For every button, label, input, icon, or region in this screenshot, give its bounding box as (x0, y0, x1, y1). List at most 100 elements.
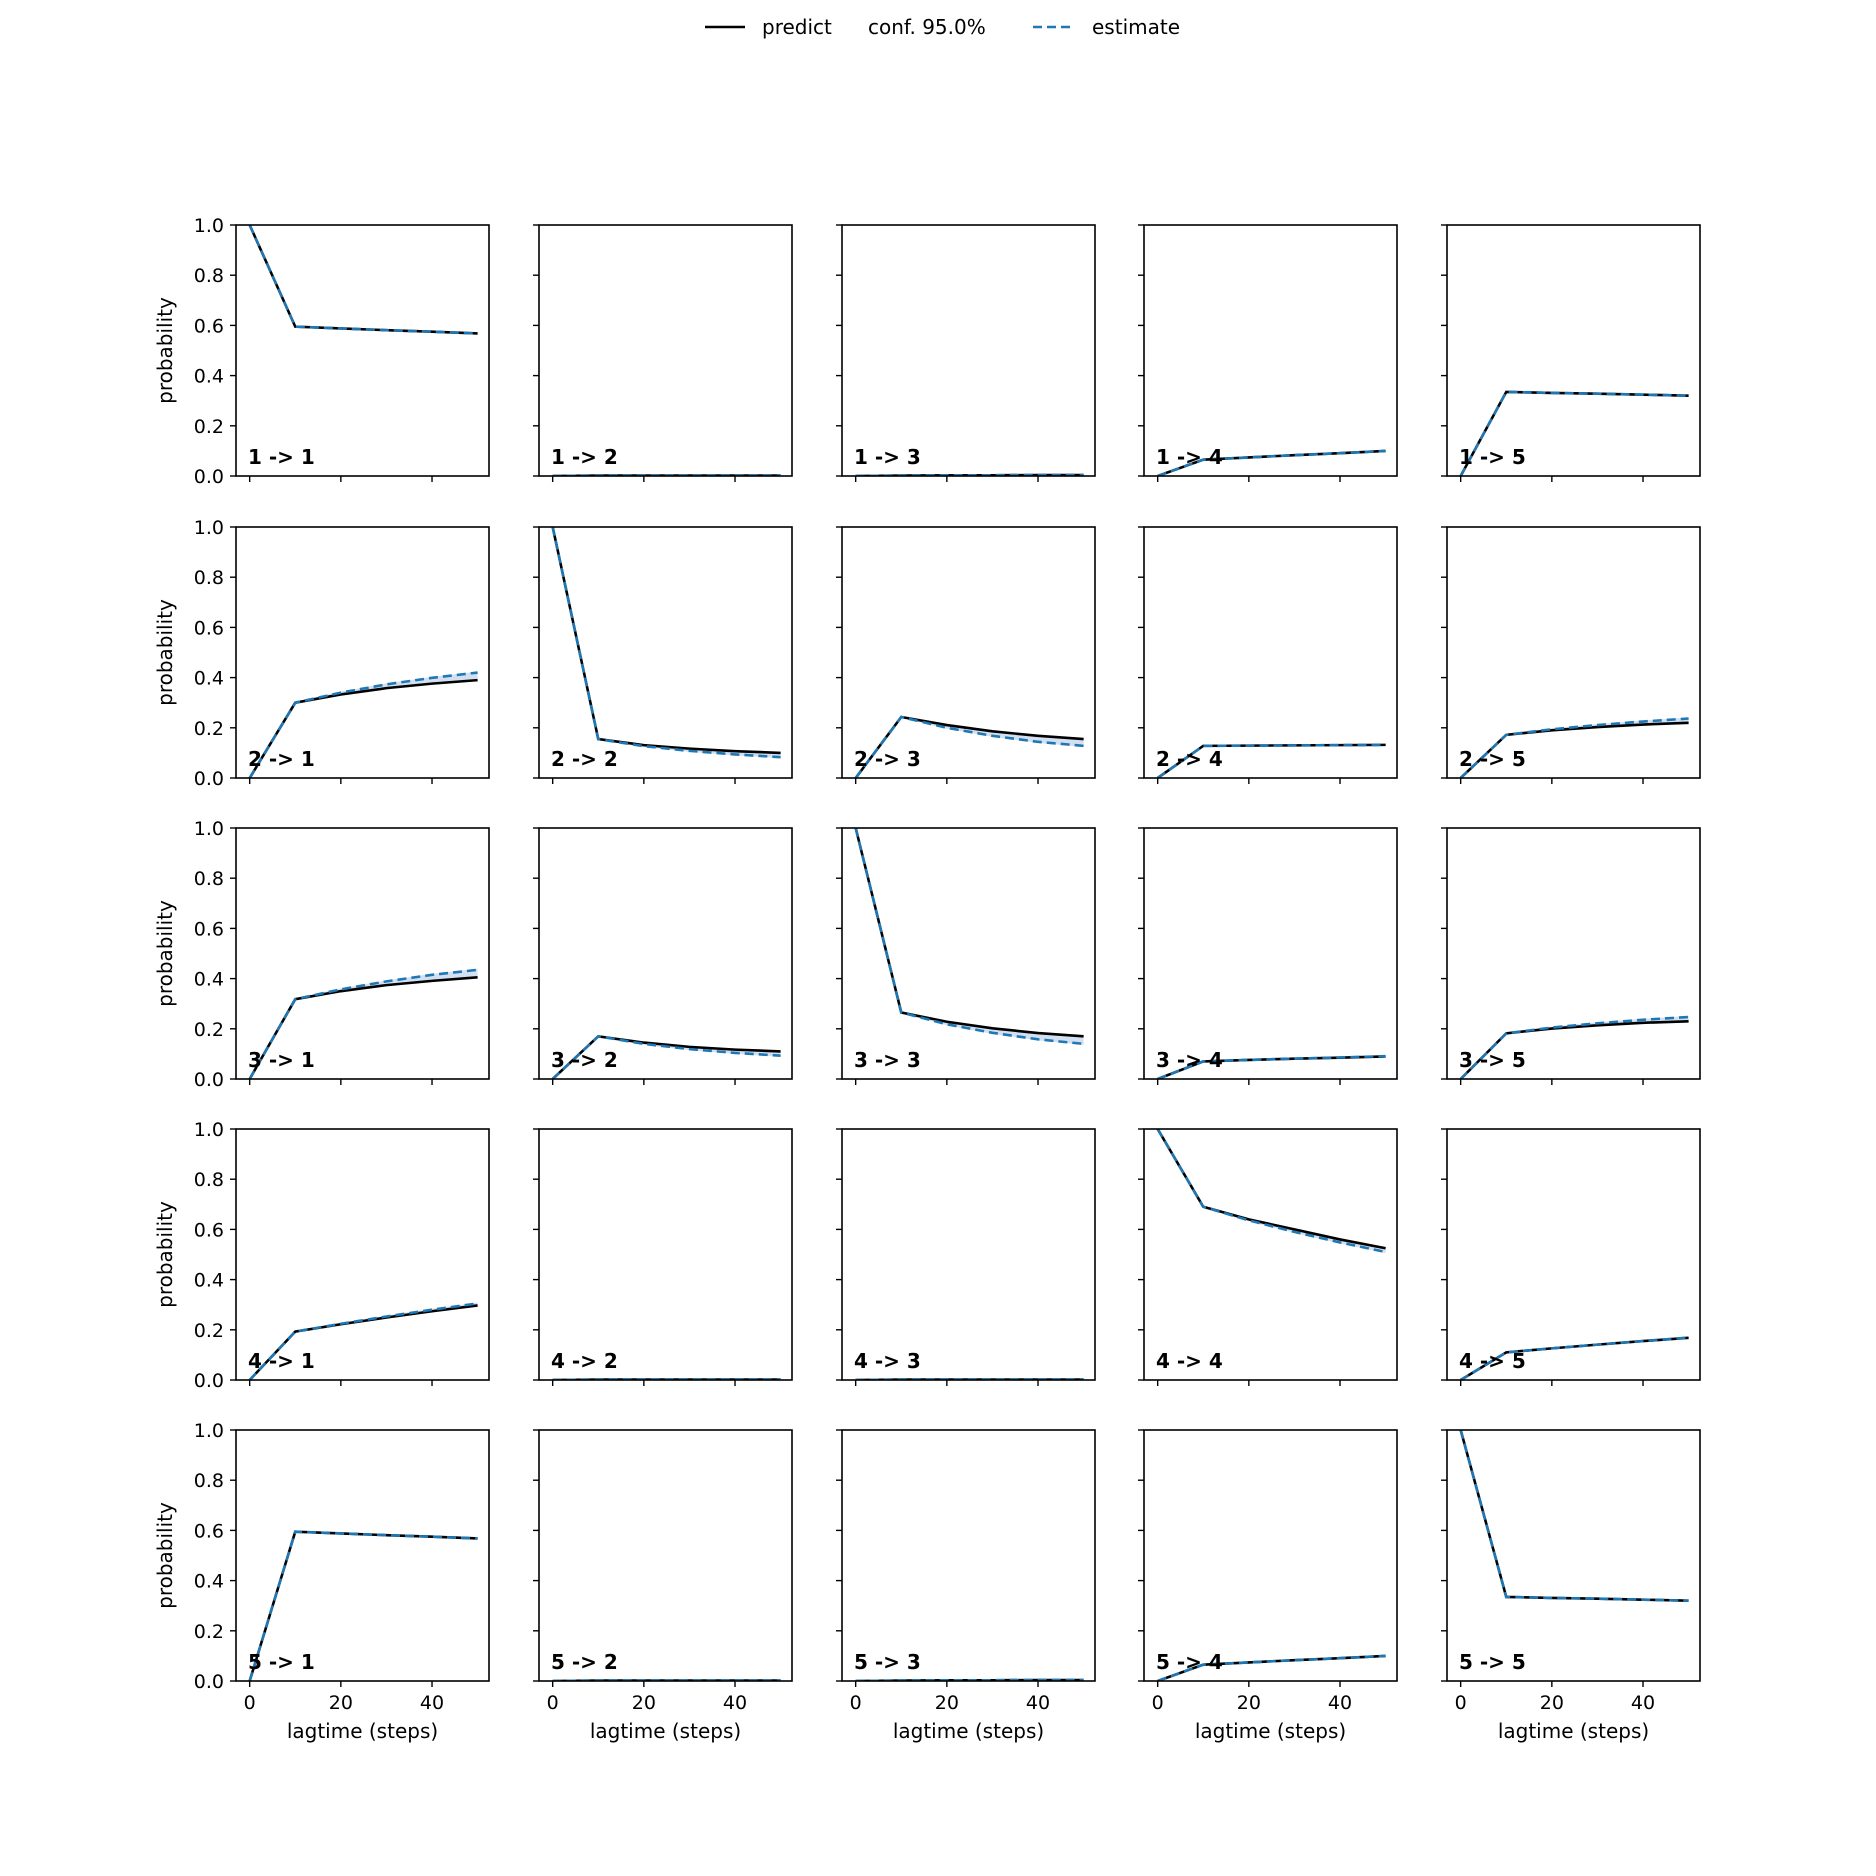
axes-frame (1143, 1429, 1398, 1682)
estimate-line (248, 1530, 478, 1681)
estimate-line (1459, 1430, 1689, 1602)
predict-line (248, 1304, 478, 1380)
y-tick-label: 0.2 (194, 718, 224, 740)
panel-5-to-4: 0 20 40 5 -> 4 lagtime (steps) (1138, 1429, 1398, 1743)
x-tick-label: 0 (850, 1692, 862, 1714)
y-tick-label: 0.0 (194, 1069, 224, 1091)
panel-3-to-2: 3 -> 2 (533, 827, 793, 1085)
axes-frame (1446, 1429, 1701, 1682)
x-tick-label: 20 (329, 1692, 353, 1714)
estimate-line (1157, 1054, 1386, 1079)
y-tick-label: 0.2 (194, 1621, 224, 1643)
panel-title: 3 -> 4 (1156, 1048, 1223, 1072)
x-tick-label: 40 (420, 1692, 444, 1714)
estimate-line (1156, 1129, 1386, 1254)
estimate-line (1157, 449, 1386, 476)
legend: predict conf. 95.0% estimate (705, 15, 1180, 39)
panel-3-to-5: 3 -> 5 (1441, 827, 1701, 1085)
estimate-line (551, 1034, 781, 1079)
axes-frame (1143, 1128, 1398, 1381)
panel-title: 1 -> 1 (248, 445, 315, 469)
panel-grid: 0.0 0.2 0.4 0.6 0.8 1.0 1 -> 1 probability 1 -> … (153, 215, 1701, 1743)
axes-frame (841, 526, 1096, 779)
axes-frame (1446, 1128, 1701, 1381)
y-tick-label: 1.0 (194, 215, 224, 237)
axes-frame (1446, 224, 1701, 477)
predict-line (551, 1034, 781, 1079)
panel-4-to-5: 4 -> 5 (1441, 1128, 1701, 1386)
panel-1-to-2: 1 -> 2 (533, 224, 793, 482)
confidence-band (249, 225, 478, 335)
y-tick-label: 0.6 (194, 1520, 224, 1542)
panel-1-to-1: 0.0 0.2 0.4 0.6 0.8 1.0 1 -> 1 probability (153, 215, 490, 488)
y-tick-label: 0.6 (194, 1219, 224, 1241)
panel-title: 5 -> 2 (551, 1650, 618, 1674)
panel-title: 5 -> 3 (854, 1650, 921, 1674)
panel-3-to-4: 3 -> 4 (1138, 827, 1398, 1085)
y-tick-label: 0.8 (194, 265, 224, 287)
axes-frame (1143, 526, 1398, 779)
y-tick-label: 0.8 (194, 1169, 224, 1191)
predict-line (1459, 721, 1689, 778)
axes-frame (841, 1128, 1096, 1381)
panel-title: 2 -> 5 (1459, 747, 1526, 771)
y-tick-label: 0.6 (194, 617, 224, 639)
x-tick-label: 0 (1152, 1692, 1164, 1714)
x-axis-label: lagtime (steps) (893, 1719, 1044, 1743)
legend-estimate-label: estimate (1092, 15, 1180, 39)
panel-5-to-5: 0 20 40 5 -> 5 lagtime (steps) (1441, 1429, 1701, 1743)
y-tick-label: 0.6 (194, 315, 224, 337)
panel-title: 2 -> 3 (854, 747, 921, 771)
axes-frame (1143, 224, 1398, 477)
y-tick-label: 0.4 (194, 969, 224, 991)
panel-3-to-1: 0.0 0.2 0.4 0.6 0.8 1.0 3 -> 1 probability (153, 818, 490, 1091)
y-tick-label: 0.0 (194, 768, 224, 790)
estimate-line (1157, 1654, 1386, 1681)
legend-predict-label: predict (762, 15, 832, 39)
panel-title: 5 -> 4 (1156, 1650, 1223, 1674)
x-axis-label: lagtime (steps) (1498, 1719, 1649, 1743)
y-tick-label: 0.8 (194, 567, 224, 589)
y-tick-label: 0.8 (194, 868, 224, 890)
panel-title: 2 -> 4 (1156, 747, 1223, 771)
predict-line (248, 225, 478, 335)
panel-title: 1 -> 3 (854, 445, 921, 469)
panel-4-to-1: 0.0 0.2 0.4 0.6 0.8 1.0 4 -> 1 probability (153, 1119, 490, 1392)
panel-title: 1 -> 5 (1459, 445, 1526, 469)
y-axis-label: probability (153, 599, 177, 706)
x-tick-label: 0 (1455, 1692, 1467, 1714)
panel-5-to-2: 0 20 40 5 -> 2 lagtime (steps) (533, 1429, 793, 1743)
axes-frame (235, 224, 490, 477)
predict-line (1459, 1430, 1689, 1602)
panel-title: 4 -> 1 (248, 1349, 315, 1373)
y-axis-label: probability (153, 1201, 177, 1308)
confidence-band (1460, 1430, 1689, 1602)
axes-frame (1446, 827, 1701, 1080)
y-tick-label: 0.0 (194, 1671, 224, 1693)
panel-title: 4 -> 2 (551, 1349, 618, 1373)
estimate-line (248, 225, 478, 335)
axes-frame (538, 1128, 793, 1381)
y-tick-label: 0.0 (194, 1370, 224, 1392)
y-tick-label: 0.4 (194, 366, 224, 388)
x-tick-label: 40 (1026, 1692, 1050, 1714)
axes-frame (841, 224, 1096, 477)
x-tick-label: 20 (1540, 1692, 1564, 1714)
y-axis-label: probability (153, 297, 177, 404)
panel-2-to-2: 2 -> 2 (533, 526, 793, 784)
y-tick-label: 0.2 (194, 1320, 224, 1342)
y-tick-label: 0.2 (194, 416, 224, 438)
x-tick-label: 20 (632, 1692, 656, 1714)
estimate-line (1459, 390, 1689, 476)
estimate-line (854, 828, 1084, 1046)
y-tick-label: 1.0 (194, 1420, 224, 1442)
estimate-line (1459, 1015, 1689, 1079)
panel-title: 3 -> 1 (248, 1048, 315, 1072)
x-tick-label: 40 (1631, 1692, 1655, 1714)
panel-1-to-3: 1 -> 3 (836, 224, 1096, 482)
y-tick-label: 0.4 (194, 668, 224, 690)
confidence-band (855, 828, 1084, 1045)
y-axis-label: probability (153, 1502, 177, 1609)
predict-line (854, 828, 1084, 1038)
predict-line (1459, 1019, 1689, 1079)
